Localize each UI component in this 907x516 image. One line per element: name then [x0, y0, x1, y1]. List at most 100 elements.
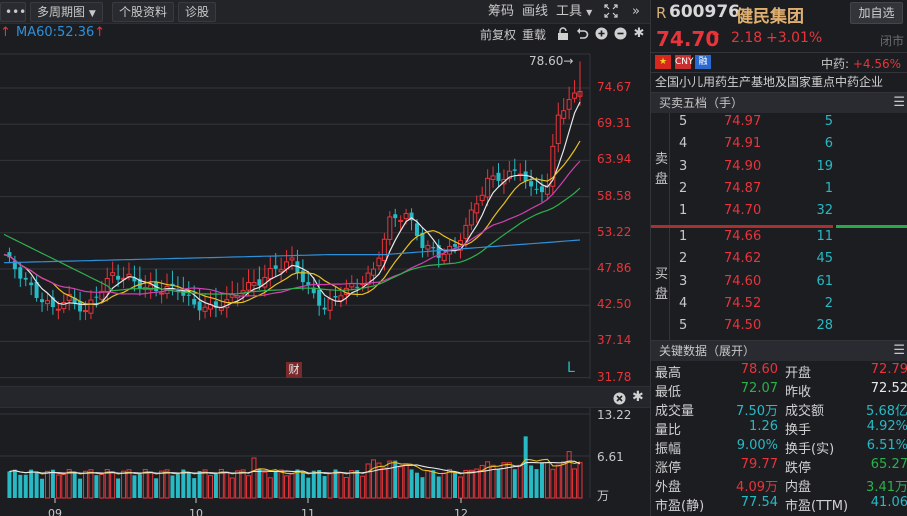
level: 1: [679, 203, 688, 219]
menu-icon[interactable]: ☰: [893, 95, 905, 110]
key-data-row: 量比 1.26 换手 4.92%: [651, 419, 907, 438]
zoom-out-icon[interactable]: [613, 27, 627, 41]
gear-icon[interactable]: ✱: [632, 389, 644, 405]
key-label: 市盈(TTM): [785, 499, 849, 514]
undo-icon[interactable]: [575, 27, 589, 41]
menu-icon[interactable]: ☰: [893, 343, 905, 358]
x-label-11: 11: [301, 507, 315, 516]
key-value: 77.54: [740, 495, 778, 510]
key-label: 成交额: [785, 404, 825, 419]
zoom-in-icon[interactable]: [594, 27, 608, 41]
key-value: 4.92%: [866, 419, 907, 434]
key-label: 开盘: [785, 366, 812, 381]
candlestick-chart[interactable]: [0, 44, 650, 386]
level: 2: [679, 251, 688, 267]
volume: 32: [816, 203, 833, 219]
sector-change[interactable]: 中药: +4.56%: [821, 57, 902, 71]
level: 5: [679, 114, 688, 129]
vol-tick-max: 13.22: [597, 408, 632, 422]
buy-side-label: 买盘: [655, 267, 669, 302]
volume: 28: [816, 318, 833, 334]
volume: 2: [824, 295, 833, 311]
asks-row[interactable]: 5 74.97 5: [671, 114, 907, 136]
key-value: 1.26: [749, 419, 778, 434]
chips-button[interactable]: 筹码: [488, 4, 515, 19]
key-data-row: 最高 78.60 开盘 72.79: [651, 362, 907, 381]
arrow-up-icon: ↑: [0, 25, 11, 40]
adjust-button[interactable]: 前复权: [480, 28, 517, 42]
key-data-row: 外盘 4.09万 内盘 3.41万: [651, 476, 907, 495]
price: 74.66: [724, 229, 762, 244]
cny-badge: CNY: [675, 55, 694, 69]
tools-button[interactable]: 工具 ▼: [556, 3, 592, 22]
price-tick: 63.94: [597, 152, 632, 167]
expand-icon[interactable]: [604, 4, 618, 24]
chevron-down-icon: ▼: [586, 8, 593, 17]
key-data-row: 涨停 79.77 跌停 65.27: [651, 457, 907, 476]
close-circle-icon[interactable]: [613, 390, 626, 409]
price-tick: 58.58: [597, 188, 632, 203]
volume-chart[interactable]: [0, 408, 650, 508]
volume: 19: [816, 158, 833, 174]
price: 74.60: [724, 273, 762, 289]
multi-period-button[interactable]: 多周期图 ▼: [30, 2, 103, 22]
price-tick: 31.78: [597, 369, 632, 384]
price: 74.91: [724, 136, 762, 152]
add-watchlist-button[interactable]: 加自选: [850, 2, 903, 24]
key-data-header[interactable]: 关键数据（展开） ☰: [651, 340, 907, 361]
company-description: 全国小儿用药生产基地及国家重点中药企业: [651, 72, 907, 92]
key-data-row: 市盈(静) 77.54 市盈(TTM) 41.06: [651, 495, 907, 514]
vol-tick-mid: 6.61: [597, 450, 624, 464]
key-label: 跌停: [785, 461, 812, 476]
reload-button[interactable]: 重载: [522, 28, 547, 42]
asks-row[interactable]: 3 74.90 19: [671, 159, 907, 181]
price: 74.52: [724, 295, 762, 311]
volume: 45: [816, 251, 833, 267]
price-change-pct: +3.01%: [766, 30, 823, 46]
gear-icon[interactable]: ✱: [633, 26, 645, 41]
lock-icon[interactable]: [556, 27, 570, 41]
x-label-10: 10: [189, 507, 203, 516]
bids-row[interactable]: 1 74.66 11: [671, 229, 907, 251]
key-label: 成交量: [655, 404, 695, 419]
price: 74.50: [724, 318, 762, 334]
more-button[interactable]: •••: [0, 2, 26, 22]
tools-label: 工具: [556, 4, 583, 19]
margin-badge: 融: [695, 55, 711, 69]
ma60-label: MA60:52.36↑: [16, 25, 106, 40]
vol-unit: 万: [597, 489, 610, 503]
bids-row[interactable]: 3 74.60 61: [671, 274, 907, 296]
volume: 5: [824, 114, 833, 129]
bids-row[interactable]: 2 74.62 45: [671, 251, 907, 273]
key-data-row: 成交量 7.50万 成交额 5.68亿: [651, 400, 907, 419]
volume: 11: [816, 229, 833, 244]
finance-badge[interactable]: 财: [286, 362, 302, 378]
key-value: 9.00%: [736, 438, 778, 453]
asks-row[interactable]: 4 74.91 6: [671, 136, 907, 158]
key-data-row: 最低 72.07 昨收 72.52: [651, 381, 907, 400]
double-chevron-right-icon[interactable]: »: [632, 4, 640, 19]
asks-row[interactable]: 1 74.70 32: [671, 203, 907, 225]
stock-name: 健民集团: [736, 7, 804, 27]
key-label: 昨收: [785, 385, 812, 400]
x-label-09: 09: [48, 507, 62, 516]
key-label: 内盘: [785, 480, 812, 495]
price: 74.62: [724, 251, 762, 267]
bids-row[interactable]: 5 74.50 28: [671, 318, 907, 340]
draw-line-button[interactable]: 画线: [522, 4, 549, 19]
key-label: 外盘: [655, 480, 682, 495]
key-value: 72.07: [740, 381, 778, 396]
order-book-header[interactable]: 买卖五档（手） ☰: [651, 92, 907, 113]
key-label: 换手(实): [785, 442, 835, 457]
price-change: 2.18: [731, 30, 763, 46]
last-price: 74.70: [656, 27, 720, 51]
diagnose-button[interactable]: 诊股: [178, 2, 217, 22]
key-label: 振幅: [655, 442, 682, 457]
price: 74.90: [724, 158, 762, 174]
china-flag-icon: ★: [655, 55, 671, 69]
stock-info-button[interactable]: 个股资料: [112, 2, 175, 22]
bids-row[interactable]: 4 74.52 2: [671, 296, 907, 318]
volume: 61: [816, 273, 833, 289]
asks-row[interactable]: 2 74.87 1: [671, 181, 907, 203]
